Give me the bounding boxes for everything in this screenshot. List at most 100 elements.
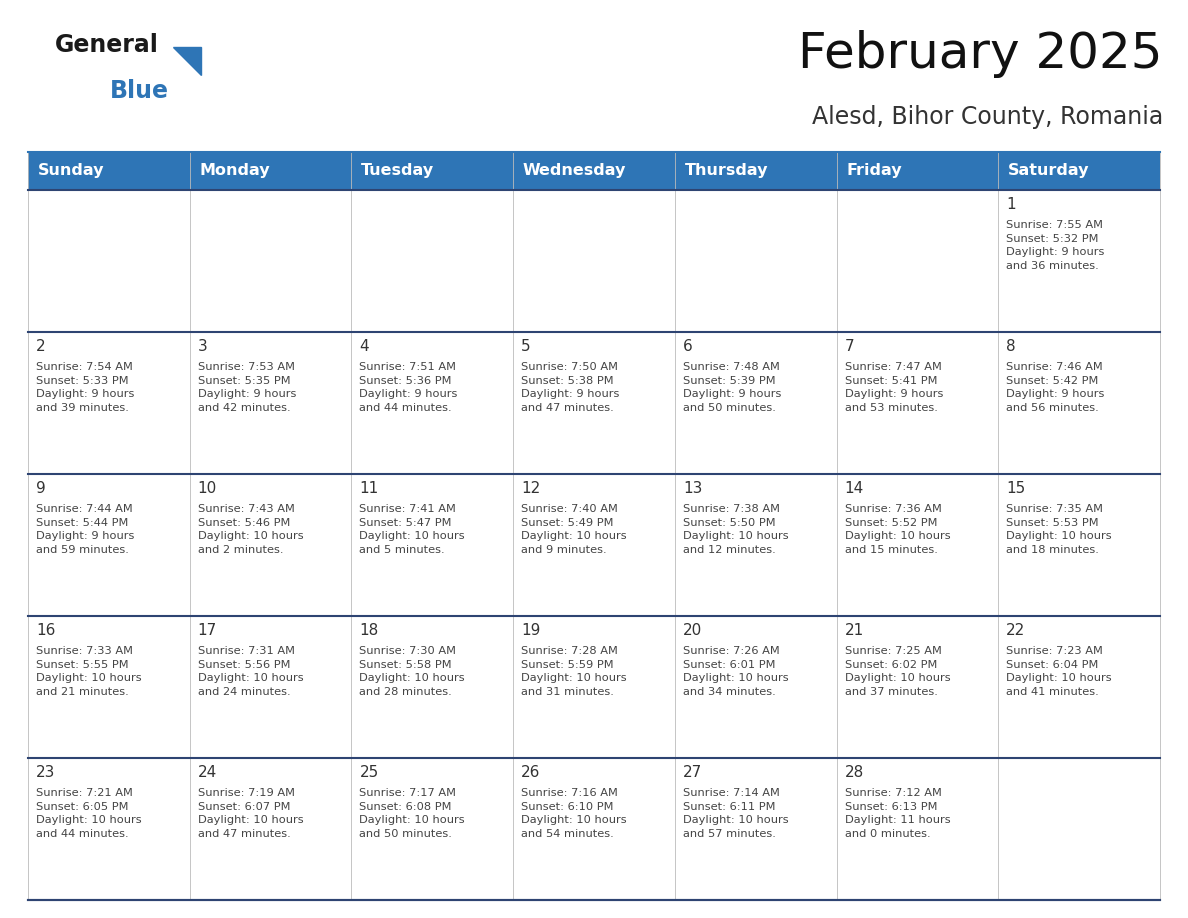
- Text: 16: 16: [36, 623, 56, 638]
- Bar: [836, 474, 998, 616]
- Bar: [675, 616, 836, 758]
- Text: 14: 14: [845, 481, 864, 496]
- Text: Sunrise: 7:17 AM
Sunset: 6:08 PM
Daylight: 10 hours
and 50 minutes.: Sunrise: 7:17 AM Sunset: 6:08 PM Dayligh…: [360, 788, 465, 839]
- Text: 3: 3: [197, 339, 208, 354]
- Text: 8: 8: [1006, 339, 1016, 354]
- Bar: [675, 190, 836, 332]
- Bar: [836, 758, 998, 900]
- Bar: [836, 332, 998, 474]
- Bar: [29, 474, 190, 616]
- Text: Sunrise: 7:53 AM
Sunset: 5:35 PM
Daylight: 9 hours
and 42 minutes.: Sunrise: 7:53 AM Sunset: 5:35 PM Dayligh…: [197, 362, 296, 413]
- Text: 6: 6: [683, 339, 693, 354]
- Bar: [513, 616, 675, 758]
- Text: 12: 12: [522, 481, 541, 496]
- Text: Sunrise: 7:16 AM
Sunset: 6:10 PM
Daylight: 10 hours
and 54 minutes.: Sunrise: 7:16 AM Sunset: 6:10 PM Dayligh…: [522, 788, 627, 839]
- Bar: [29, 758, 1159, 900]
- Bar: [352, 616, 513, 758]
- Bar: [190, 758, 352, 900]
- Bar: [675, 758, 836, 900]
- Text: 17: 17: [197, 623, 217, 638]
- Bar: [190, 332, 352, 474]
- Bar: [513, 152, 675, 190]
- Text: 4: 4: [360, 339, 369, 354]
- Bar: [675, 152, 836, 190]
- Text: Thursday: Thursday: [684, 163, 769, 178]
- Text: 18: 18: [360, 623, 379, 638]
- Text: 10: 10: [197, 481, 217, 496]
- Text: General: General: [55, 33, 159, 57]
- Bar: [29, 190, 190, 332]
- Text: Sunrise: 7:44 AM
Sunset: 5:44 PM
Daylight: 9 hours
and 59 minutes.: Sunrise: 7:44 AM Sunset: 5:44 PM Dayligh…: [36, 504, 134, 554]
- Text: 20: 20: [683, 623, 702, 638]
- Text: Sunrise: 7:38 AM
Sunset: 5:50 PM
Daylight: 10 hours
and 12 minutes.: Sunrise: 7:38 AM Sunset: 5:50 PM Dayligh…: [683, 504, 789, 554]
- Bar: [29, 758, 190, 900]
- Bar: [513, 332, 675, 474]
- Bar: [352, 332, 513, 474]
- Text: Tuesday: Tuesday: [361, 163, 435, 178]
- Text: 28: 28: [845, 765, 864, 780]
- Text: Alesd, Bihor County, Romania: Alesd, Bihor County, Romania: [811, 105, 1163, 129]
- Text: 1: 1: [1006, 197, 1016, 212]
- Text: Sunrise: 7:35 AM
Sunset: 5:53 PM
Daylight: 10 hours
and 18 minutes.: Sunrise: 7:35 AM Sunset: 5:53 PM Dayligh…: [1006, 504, 1112, 554]
- Text: Sunrise: 7:25 AM
Sunset: 6:02 PM
Daylight: 10 hours
and 37 minutes.: Sunrise: 7:25 AM Sunset: 6:02 PM Dayligh…: [845, 646, 950, 697]
- Bar: [998, 332, 1159, 474]
- Text: Saturday: Saturday: [1007, 163, 1089, 178]
- Bar: [675, 474, 836, 616]
- Bar: [29, 616, 1159, 758]
- Text: Sunrise: 7:46 AM
Sunset: 5:42 PM
Daylight: 9 hours
and 56 minutes.: Sunrise: 7:46 AM Sunset: 5:42 PM Dayligh…: [1006, 362, 1105, 413]
- Bar: [29, 474, 1159, 616]
- Bar: [836, 616, 998, 758]
- Bar: [998, 474, 1159, 616]
- Text: 23: 23: [36, 765, 56, 780]
- Text: 15: 15: [1006, 481, 1025, 496]
- Bar: [836, 190, 998, 332]
- Text: Friday: Friday: [846, 163, 902, 178]
- Bar: [352, 190, 513, 332]
- Text: Sunrise: 7:19 AM
Sunset: 6:07 PM
Daylight: 10 hours
and 47 minutes.: Sunrise: 7:19 AM Sunset: 6:07 PM Dayligh…: [197, 788, 303, 839]
- Text: Sunrise: 7:30 AM
Sunset: 5:58 PM
Daylight: 10 hours
and 28 minutes.: Sunrise: 7:30 AM Sunset: 5:58 PM Dayligh…: [360, 646, 465, 697]
- Text: Blue: Blue: [110, 79, 169, 103]
- Bar: [352, 474, 513, 616]
- Text: 2: 2: [36, 339, 45, 354]
- Text: 26: 26: [522, 765, 541, 780]
- Bar: [352, 152, 513, 190]
- Text: Sunrise: 7:47 AM
Sunset: 5:41 PM
Daylight: 9 hours
and 53 minutes.: Sunrise: 7:47 AM Sunset: 5:41 PM Dayligh…: [845, 362, 943, 413]
- Text: 9: 9: [36, 481, 46, 496]
- Text: 13: 13: [683, 481, 702, 496]
- Bar: [998, 616, 1159, 758]
- Text: Sunrise: 7:31 AM
Sunset: 5:56 PM
Daylight: 10 hours
and 24 minutes.: Sunrise: 7:31 AM Sunset: 5:56 PM Dayligh…: [197, 646, 303, 697]
- Bar: [513, 190, 675, 332]
- Bar: [190, 616, 352, 758]
- Bar: [29, 332, 190, 474]
- Text: 19: 19: [522, 623, 541, 638]
- Text: 5: 5: [522, 339, 531, 354]
- Bar: [29, 190, 1159, 332]
- Text: Sunrise: 7:41 AM
Sunset: 5:47 PM
Daylight: 10 hours
and 5 minutes.: Sunrise: 7:41 AM Sunset: 5:47 PM Dayligh…: [360, 504, 465, 554]
- Text: Sunrise: 7:40 AM
Sunset: 5:49 PM
Daylight: 10 hours
and 9 minutes.: Sunrise: 7:40 AM Sunset: 5:49 PM Dayligh…: [522, 504, 627, 554]
- Bar: [29, 616, 190, 758]
- Bar: [513, 758, 675, 900]
- Text: 25: 25: [360, 765, 379, 780]
- Bar: [352, 758, 513, 900]
- Text: 11: 11: [360, 481, 379, 496]
- Bar: [998, 190, 1159, 332]
- Bar: [29, 332, 1159, 474]
- Bar: [675, 332, 836, 474]
- Text: Sunrise: 7:23 AM
Sunset: 6:04 PM
Daylight: 10 hours
and 41 minutes.: Sunrise: 7:23 AM Sunset: 6:04 PM Dayligh…: [1006, 646, 1112, 697]
- Text: 7: 7: [845, 339, 854, 354]
- Text: February 2025: February 2025: [798, 30, 1163, 78]
- Text: Monday: Monday: [200, 163, 270, 178]
- Text: 27: 27: [683, 765, 702, 780]
- Bar: [190, 190, 352, 332]
- Bar: [190, 474, 352, 616]
- Text: Wednesday: Wednesday: [523, 163, 626, 178]
- Text: Sunrise: 7:55 AM
Sunset: 5:32 PM
Daylight: 9 hours
and 36 minutes.: Sunrise: 7:55 AM Sunset: 5:32 PM Dayligh…: [1006, 220, 1105, 271]
- Text: Sunday: Sunday: [38, 163, 105, 178]
- Text: Sunrise: 7:33 AM
Sunset: 5:55 PM
Daylight: 10 hours
and 21 minutes.: Sunrise: 7:33 AM Sunset: 5:55 PM Dayligh…: [36, 646, 141, 697]
- Text: Sunrise: 7:12 AM
Sunset: 6:13 PM
Daylight: 11 hours
and 0 minutes.: Sunrise: 7:12 AM Sunset: 6:13 PM Dayligh…: [845, 788, 950, 839]
- Bar: [836, 152, 998, 190]
- Bar: [998, 758, 1159, 900]
- Text: Sunrise: 7:21 AM
Sunset: 6:05 PM
Daylight: 10 hours
and 44 minutes.: Sunrise: 7:21 AM Sunset: 6:05 PM Dayligh…: [36, 788, 141, 839]
- Bar: [998, 152, 1159, 190]
- Text: 22: 22: [1006, 623, 1025, 638]
